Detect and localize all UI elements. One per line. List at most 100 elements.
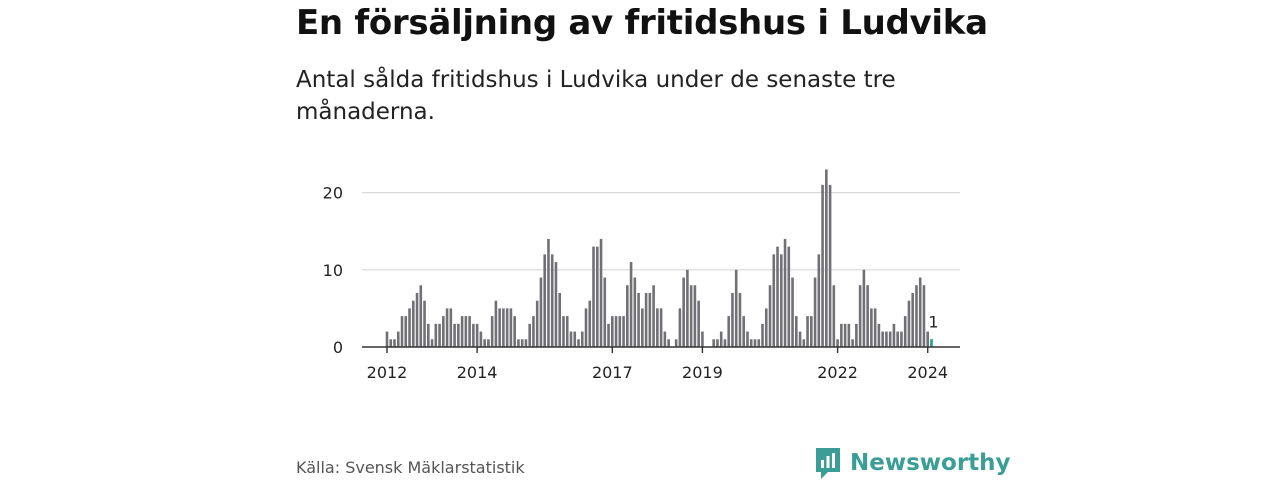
bar (858, 285, 862, 347)
bar (641, 308, 644, 347)
bar (873, 308, 877, 347)
bar (667, 339, 670, 347)
bar (393, 339, 396, 347)
bar (656, 308, 659, 347)
bar (588, 300, 592, 347)
bar (577, 339, 580, 347)
bar (825, 169, 828, 347)
bar (832, 285, 836, 347)
y-tick-label: 0 (333, 338, 343, 357)
bar (419, 285, 423, 347)
bar (689, 285, 693, 347)
bar (442, 316, 445, 347)
bar (547, 238, 550, 347)
bar (468, 316, 471, 347)
bar (460, 316, 464, 347)
bar (599, 238, 603, 347)
bar (622, 316, 625, 347)
bar (716, 339, 719, 347)
bar (626, 285, 629, 347)
bar (584, 308, 588, 347)
bar (851, 339, 854, 347)
bar (472, 323, 475, 347)
bar (565, 316, 569, 347)
bar (614, 316, 618, 347)
bar (528, 323, 531, 347)
bar (415, 292, 419, 347)
bar (404, 316, 408, 347)
bar (772, 254, 776, 347)
bar (408, 308, 411, 347)
bar (652, 285, 655, 347)
bar (385, 331, 389, 347)
bar (445, 308, 449, 347)
bar (813, 277, 817, 347)
bar (877, 323, 881, 347)
highlight-bar (930, 339, 933, 347)
data-label: 1 (928, 312, 938, 331)
bar (697, 300, 700, 347)
x-tick-label: 2022 (817, 363, 858, 382)
bar (900, 331, 903, 347)
bar (866, 285, 869, 347)
x-tick-label: 2012 (367, 363, 408, 382)
bar (761, 323, 764, 347)
x-tick-label: 2019 (682, 363, 723, 382)
bar (637, 292, 640, 347)
bar (843, 323, 847, 347)
bar (885, 331, 888, 347)
brand-logo[interactable]: Newsworthy (814, 445, 1011, 481)
bar (911, 292, 914, 347)
bar (727, 316, 731, 347)
bar (487, 339, 490, 347)
source-note: Källa: Svensk Mäklarstatistik (296, 458, 525, 477)
bar (494, 300, 498, 347)
bar (821, 184, 824, 347)
bar (644, 292, 648, 347)
bar (498, 308, 501, 347)
bar (719, 331, 723, 347)
bar (475, 323, 479, 347)
y-tick-label: 10 (323, 261, 343, 280)
bar (633, 277, 637, 347)
bar (817, 254, 821, 347)
bar (701, 331, 704, 347)
bar (569, 331, 573, 347)
bar (562, 316, 565, 347)
bar (862, 269, 866, 347)
bar (483, 339, 486, 347)
bar (779, 254, 783, 347)
y-tick-label: 20 (323, 184, 343, 203)
bar (802, 339, 806, 347)
bar (918, 277, 922, 347)
bar (513, 316, 516, 347)
bar (926, 331, 930, 347)
bar (648, 292, 652, 347)
bar (611, 316, 614, 347)
bar (539, 277, 543, 347)
bar (791, 277, 794, 347)
x-tick-label: 2024 (907, 363, 948, 382)
bar (847, 323, 851, 347)
chart-title: En försäljning av fritidshus i Ludvika (296, 3, 988, 43)
bar (629, 262, 633, 347)
bar (411, 300, 415, 347)
bar (663, 331, 667, 347)
bar (517, 339, 520, 347)
brand-name: Newsworthy (850, 450, 1011, 476)
bar (764, 308, 768, 347)
bar (423, 300, 426, 347)
bar (543, 254, 547, 347)
bar (674, 339, 678, 347)
bar (840, 323, 843, 347)
bar (742, 316, 746, 347)
bar (836, 339, 839, 347)
bar (734, 269, 738, 347)
bar (603, 277, 607, 347)
bar (828, 184, 832, 347)
bar (903, 316, 907, 347)
bar (896, 331, 899, 347)
bar (757, 339, 761, 347)
bar (855, 323, 858, 347)
bar (479, 331, 483, 347)
